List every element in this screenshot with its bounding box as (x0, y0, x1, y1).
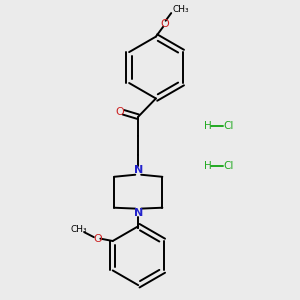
Text: Cl: Cl (224, 122, 234, 131)
Text: O: O (93, 234, 102, 244)
Text: Cl: Cl (224, 161, 234, 171)
Text: N: N (134, 165, 143, 175)
Text: CH₃: CH₃ (71, 225, 88, 234)
Text: H: H (205, 161, 212, 171)
Text: O: O (115, 107, 124, 117)
Text: O: O (160, 19, 169, 29)
Text: N: N (134, 208, 143, 218)
Text: H: H (205, 122, 212, 131)
Text: CH₃: CH₃ (172, 5, 189, 14)
